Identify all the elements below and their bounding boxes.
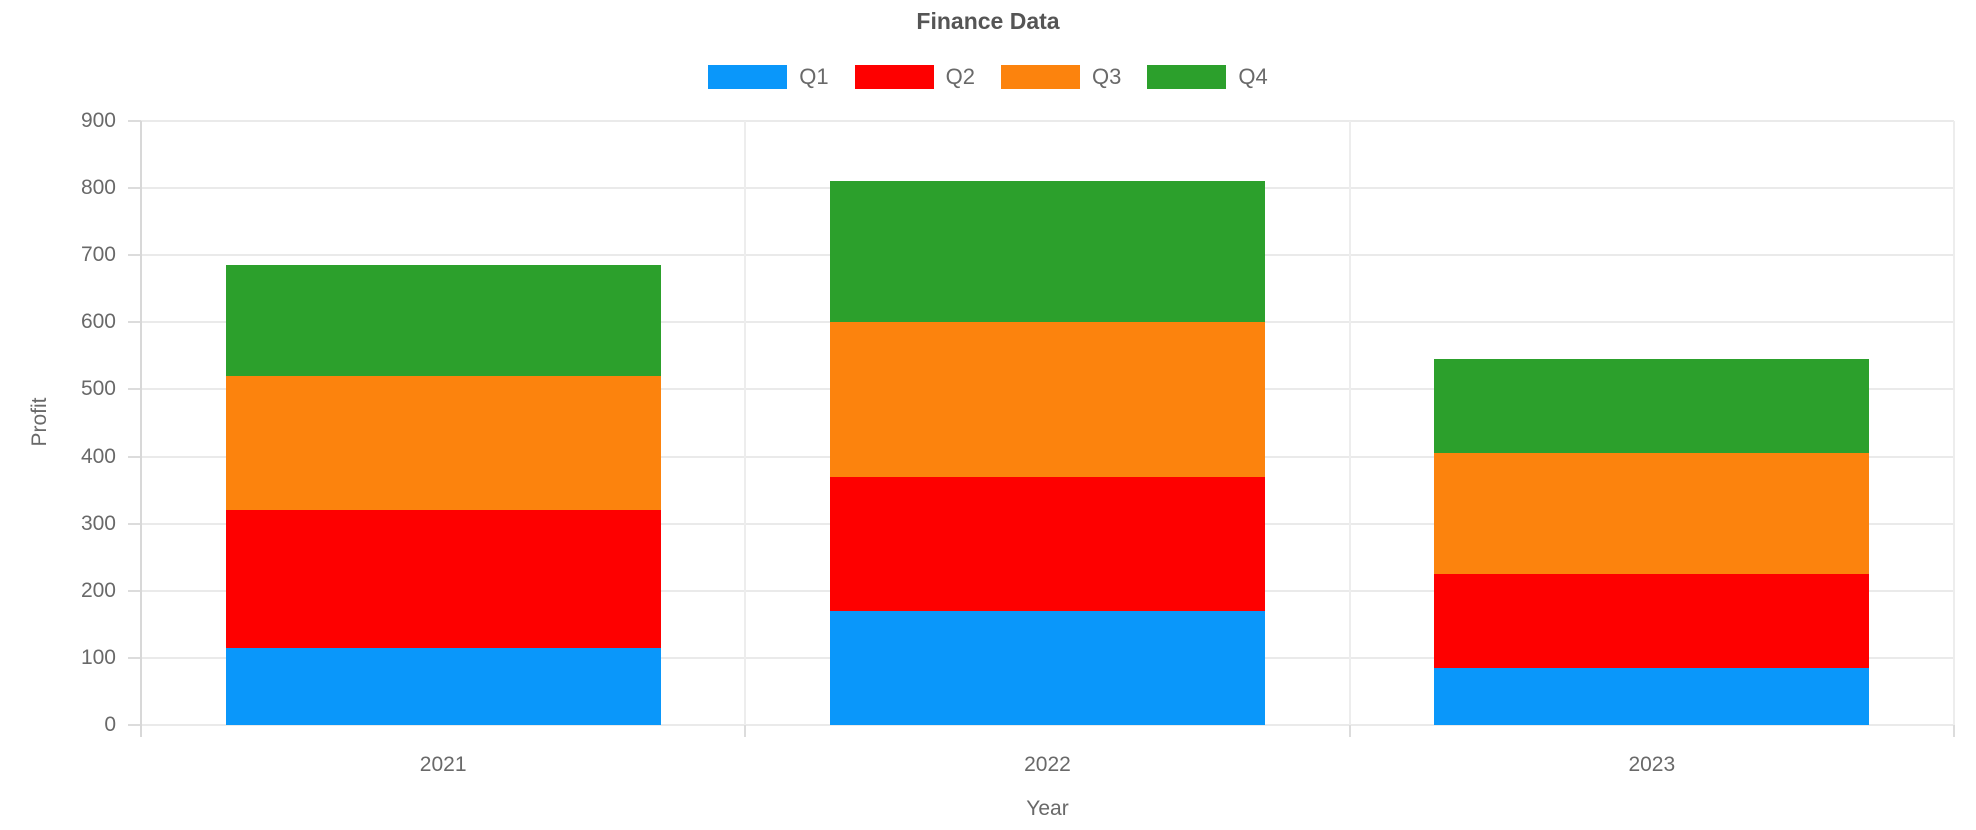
y-tick-label-600: 600 xyxy=(80,310,116,334)
y-tick-label-800: 800 xyxy=(80,176,116,200)
chart-title: Finance Data xyxy=(916,8,1060,34)
y-tick-200 xyxy=(128,589,141,592)
gridline-h-0 xyxy=(141,724,1954,726)
bar-segment-q2-2023[interactable] xyxy=(1434,574,1870,668)
bar-segment-q2-2021[interactable] xyxy=(225,510,661,648)
y-tick-label-400: 400 xyxy=(80,444,116,468)
y-tick-label-200: 200 xyxy=(80,578,116,602)
legend-swatch-q3 xyxy=(1001,65,1080,89)
bar-segment-q3-2023[interactable] xyxy=(1434,453,1870,574)
gridline-v-2 xyxy=(1348,121,1351,725)
bar-segment-q1-2023[interactable] xyxy=(1434,667,1870,725)
legend-swatch-q1 xyxy=(708,65,788,89)
bar-segment-q1-2021[interactable] xyxy=(225,647,661,725)
legend-label-q2: Q2 xyxy=(945,64,975,89)
y-tick-0 xyxy=(128,724,141,726)
x-tick-3 xyxy=(1953,725,1955,737)
y-axis-line xyxy=(140,121,142,737)
y-tick-label-500: 500 xyxy=(80,377,116,401)
y-tick-800 xyxy=(128,187,141,190)
y-tick-label-900: 900 xyxy=(80,109,116,132)
legend-item-q1[interactable]: Q1 xyxy=(708,64,829,90)
legend-item-q2[interactable]: Q2 xyxy=(854,64,975,90)
y-tick-900 xyxy=(128,120,141,122)
x-tick-label-2022: 2022 xyxy=(1024,753,1071,776)
gridline-v-3 xyxy=(1953,121,1955,725)
y-tick-700 xyxy=(128,254,141,257)
y-tick-label-0: 0 xyxy=(104,713,116,736)
y-tick-300 xyxy=(128,522,141,525)
bar-segment-q1-2022[interactable] xyxy=(830,610,1265,725)
legend-label-q1: Q1 xyxy=(799,64,829,89)
legend-item-q4[interactable]: Q4 xyxy=(1147,64,1268,90)
bar-segment-q3-2021[interactable] xyxy=(225,376,661,511)
y-tick-label-300: 300 xyxy=(80,511,116,535)
x-tick-label-2023: 2023 xyxy=(1628,753,1676,776)
bar-segment-q4-2022[interactable] xyxy=(830,181,1265,323)
y-axis-title: Profit xyxy=(28,397,51,447)
x-tick-1 xyxy=(744,725,747,737)
x-tick-label-2021: 2021 xyxy=(419,753,467,776)
legend-item-q3[interactable]: Q3 xyxy=(1001,64,1121,90)
legend-swatch-q4 xyxy=(1147,65,1227,89)
y-tick-label-700: 700 xyxy=(80,243,116,267)
bar-segment-q3-2022[interactable] xyxy=(830,322,1265,477)
y-tick-500 xyxy=(128,388,141,391)
x-tick-2 xyxy=(1348,725,1351,737)
y-tick-400 xyxy=(128,455,141,458)
x-axis-title: Year xyxy=(1026,797,1069,820)
bar-segment-q4-2021[interactable] xyxy=(225,265,661,376)
legend-label-q3: Q3 xyxy=(1092,64,1122,89)
bar-segment-q2-2022[interactable] xyxy=(830,476,1265,611)
gridline-h-900 xyxy=(141,120,1954,122)
y-tick-600 xyxy=(128,321,141,324)
legend-swatch-q2 xyxy=(854,65,934,89)
gridline-v-1 xyxy=(744,121,747,725)
bar-segment-q4-2023[interactable] xyxy=(1434,359,1870,454)
y-tick-label-100: 100 xyxy=(80,645,116,669)
legend: Q1 Q2 Q3 Q4 xyxy=(0,64,1976,90)
y-tick-100 xyxy=(128,656,141,659)
legend-label-q4: Q4 xyxy=(1238,64,1268,89)
